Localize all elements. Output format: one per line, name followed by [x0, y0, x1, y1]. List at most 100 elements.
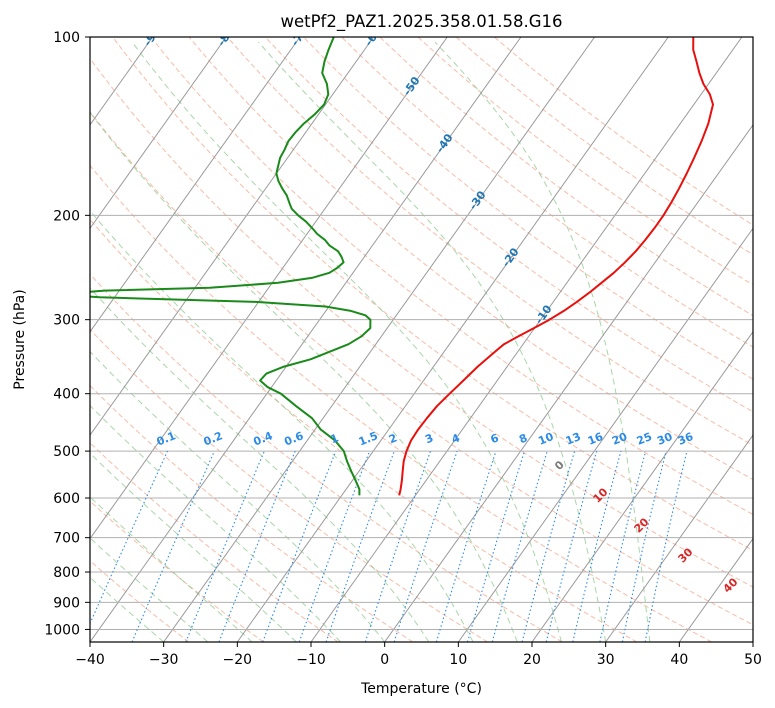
- mixing-ratio-label: 20: [610, 430, 629, 448]
- y-axis-title: Pressure (hPa): [12, 289, 28, 389]
- moist-adiabat-line: [90, 209, 474, 642]
- y-tick-label: 100: [53, 30, 80, 46]
- mixing-ratio-line: [521, 450, 576, 642]
- isotherm-line: [310, 37, 743, 642]
- y-tick-label: 900: [53, 595, 80, 611]
- x-tick-label: 30: [597, 652, 615, 668]
- isotherm-line: [457, 227, 753, 642]
- dry-adiabat-line: [90, 218, 638, 642]
- plot-frame: [89, 36, 754, 643]
- isotherm-label: -70: [288, 25, 310, 49]
- moist-adiabat-line: [90, 496, 253, 642]
- y-tick-label: 1000: [44, 622, 80, 638]
- moist-adiabat-line: [434, 41, 651, 642]
- axis-layer: −40 −30 −20 −10 0 10 20 30 40 50 100 200 300 400 500 60…: [44, 30, 762, 668]
- isotherm-line: [90, 37, 301, 333]
- mixing-ratio-line: [325, 450, 395, 642]
- mixing-ratio-label: 36: [676, 430, 695, 448]
- isotherm-line: [90, 37, 522, 642]
- y-tick-label: 300: [53, 313, 80, 329]
- plot-background: [90, 37, 753, 642]
- dry-adiabat-line: [90, 500, 264, 642]
- chart-title: wetPf2_PAZ1.2025.358.01.58.G16: [280, 12, 562, 32]
- dry-adiabat-line: [112, 37, 753, 551]
- isotherm-line: [0, 37, 5, 642]
- moist-adiabat-line: [90, 404, 341, 642]
- mixing-ratio-line: [185, 450, 265, 642]
- dry-adiabat-line: [417, 37, 753, 286]
- moist-adiabat-line: [90, 350, 386, 642]
- mixing-ratio-line: [131, 450, 215, 642]
- isotherm-line: [163, 37, 596, 642]
- y-tick-label: 400: [53, 387, 80, 403]
- dry-adiabat-line: [90, 384, 414, 642]
- isotherm-line: [236, 37, 669, 642]
- isotherm-line: [531, 330, 753, 642]
- mixing-ratio-line: [393, 450, 458, 642]
- moist-adiabat-line: [131, 41, 562, 642]
- mixing-ratio-label: 16: [586, 430, 605, 448]
- x-tick-label: −40: [75, 652, 105, 668]
- y-tick-label: 200: [53, 208, 80, 224]
- grid-layer: [0, 37, 753, 642]
- y-tick-label: 800: [53, 565, 80, 581]
- mixing-ratio-line: [621, 450, 667, 642]
- x-axis-title: Temperature (°C): [360, 681, 482, 697]
- x-tick-label: 10: [449, 652, 467, 668]
- mixing-ratio-label: 13: [564, 430, 583, 448]
- dry-adiabat-line: [90, 111, 753, 626]
- mixing-ratio-line: [435, 450, 497, 642]
- dry-adiabat-line: [90, 164, 712, 642]
- dewpoint-profile-line: [90, 37, 372, 496]
- x-tick-label: 40: [670, 652, 688, 668]
- isotherm-label: -80: [215, 25, 237, 49]
- mixing-ratio-line: [262, 450, 337, 642]
- isotherm-line: [384, 124, 753, 642]
- moist-adiabat-line: [90, 537, 209, 642]
- moist-adiabat-line: [258, 41, 607, 642]
- moist-adiabat-line: [90, 111, 518, 642]
- mixing-ratio-line: [491, 450, 548, 642]
- moist-adiabat-line: [90, 287, 430, 642]
- isotherm-line: [90, 37, 448, 540]
- mixing-ratio-label: 2: [387, 431, 399, 446]
- y-tick-label: 500: [53, 444, 80, 460]
- y-tick-label: 600: [53, 491, 80, 507]
- y-tick-label: 700: [53, 531, 80, 547]
- mixing-ratio-line: [90, 450, 169, 625]
- x-tick-label: 20: [523, 652, 541, 668]
- x-tick-label: 50: [744, 652, 762, 668]
- mixing-ratio-label: 25: [635, 430, 654, 448]
- dry-adiabat-line: [226, 37, 753, 446]
- moist-adiabat-line: [90, 576, 165, 642]
- x-tick-label: −30: [149, 652, 179, 668]
- isotherm-line: [678, 537, 753, 642]
- isotherm-line: [90, 37, 227, 230]
- mixing-ratio-line: [298, 450, 371, 642]
- dry-adiabat-line: [150, 37, 753, 516]
- dry-adiabat-line: [188, 37, 753, 481]
- mixing-ratio-label: 3: [423, 431, 435, 446]
- isotherm-line: [90, 37, 375, 437]
- series-layer: [90, 37, 714, 496]
- mixing-ratio-line: [218, 450, 296, 642]
- mixing-ratio-label: 1: [328, 431, 340, 446]
- mixing-ratio-label: 8: [517, 431, 529, 446]
- isotherm-label: -60: [362, 25, 384, 49]
- x-tick-label: −10: [296, 652, 326, 668]
- isotherm-label: -90: [141, 25, 163, 49]
- mixing-ratio-line: [572, 450, 622, 642]
- mixing-ratio-label: 10: [536, 430, 555, 448]
- dry-adiabat-line: [493, 37, 753, 226]
- dry-adiabat-line: [90, 57, 753, 588]
- dry-adiabat-line: [90, 442, 339, 642]
- mixing-ratio-line: [466, 450, 526, 642]
- dry-adiabat-line: [265, 37, 753, 413]
- mixing-ratio-line: [599, 450, 647, 642]
- mixing-ratio-line: [545, 450, 598, 642]
- x-tick-label: 0: [380, 652, 389, 668]
- temperature-profile-line: [398, 37, 714, 496]
- isotherm-line: [752, 641, 753, 642]
- isotherm-line: [605, 434, 753, 642]
